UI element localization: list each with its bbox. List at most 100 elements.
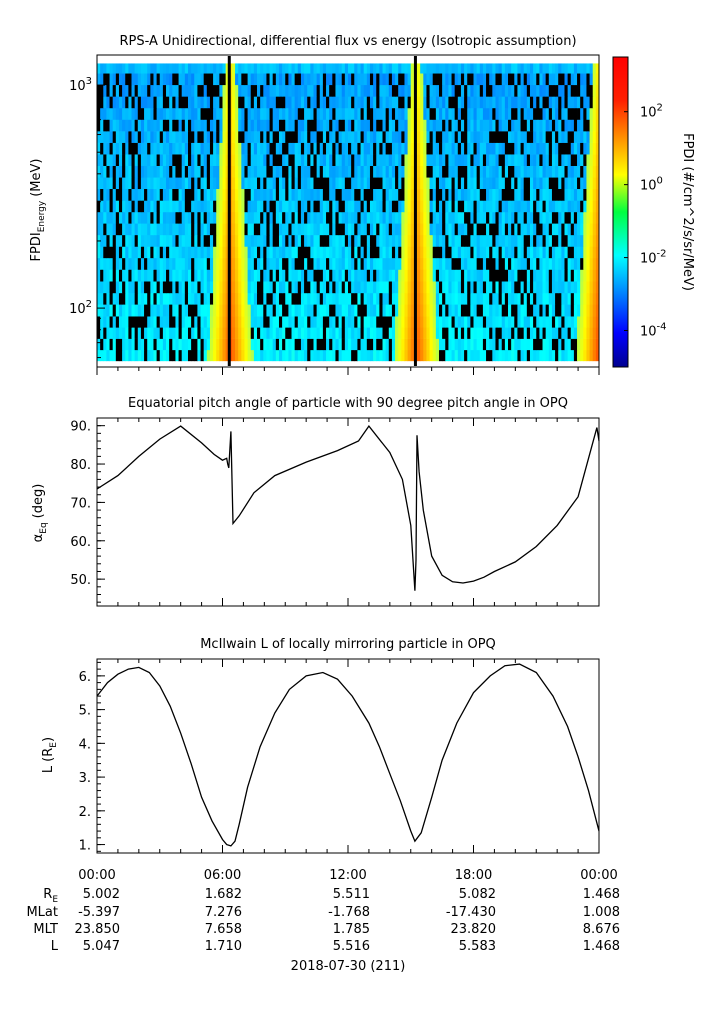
heatmap-cell — [555, 96, 559, 109]
heatmap-cell — [338, 257, 343, 270]
heatmap-cell — [209, 177, 214, 190]
heatmap-cell — [166, 200, 170, 213]
heatmap-cell — [551, 257, 556, 270]
heatmap-cell — [231, 349, 236, 362]
heatmap-cell — [348, 211, 352, 224]
heatmap-cell — [432, 223, 437, 236]
heatmap-cell — [473, 142, 478, 155]
heatmap-cell — [131, 257, 136, 270]
heatmap-cell — [319, 304, 324, 317]
y-tick-label: 80. — [70, 458, 91, 473]
heatmap-cell — [592, 107, 597, 120]
heatmap-cell — [291, 200, 296, 213]
heatmap-cell — [410, 63, 415, 74]
heatmap-cell — [395, 131, 399, 143]
heatmap-cell — [184, 269, 189, 282]
heatmap-cell — [144, 63, 148, 74]
heatmap-cell — [247, 223, 252, 236]
heatmap-cell — [140, 63, 145, 74]
heatmap-cell — [526, 246, 531, 259]
heatmap-cell — [316, 165, 321, 178]
heatmap-cell — [147, 316, 151, 328]
heatmap-cell — [213, 269, 217, 282]
heatmap-cell — [551, 316, 556, 328]
heatmap-cell — [379, 269, 383, 282]
heatmap-cell — [464, 349, 468, 362]
heatmap-cell — [222, 269, 227, 282]
heatmap-cell — [567, 188, 572, 201]
heatmap-cell — [332, 234, 336, 247]
heatmap-cell — [131, 304, 136, 317]
heatmap-cell — [288, 107, 292, 120]
heatmap-cell — [260, 142, 264, 155]
heatmap-cell — [388, 119, 393, 132]
heatmap-cell — [592, 349, 597, 362]
heatmap-cell — [144, 107, 148, 120]
heatmap-cell — [348, 142, 352, 155]
heatmap-cell — [379, 211, 383, 224]
heatmap-cell — [360, 107, 365, 120]
heatmap-cell — [106, 281, 110, 294]
heatmap-cell — [106, 96, 110, 109]
heatmap-cell — [417, 304, 421, 317]
heatmap-cell — [162, 281, 167, 294]
heatmap-cell — [285, 84, 289, 97]
heatmap-cell — [520, 96, 525, 109]
heatmap-cell — [200, 246, 205, 259]
heatmap-cell — [401, 349, 405, 362]
heatmap-cell — [407, 177, 412, 190]
heatmap-cell — [266, 188, 270, 201]
heatmap-cell — [558, 131, 562, 143]
heatmap-cell — [316, 84, 321, 97]
heatmap-cell — [266, 142, 270, 155]
heatmap-cell — [407, 119, 412, 132]
heatmap-cell — [442, 177, 446, 190]
y-tick-label: 60. — [70, 535, 91, 550]
heatmap-cell — [577, 246, 581, 259]
heatmap-cell — [495, 188, 499, 201]
heatmap-cell — [423, 338, 427, 351]
heatmap-cell — [360, 257, 365, 270]
heatmap-cell — [555, 63, 559, 74]
heatmap-cell — [533, 338, 537, 351]
heatmap-cell — [172, 304, 176, 317]
heatmap-cell — [432, 131, 437, 143]
heatmap-cell — [511, 304, 515, 317]
heatmap-cell — [523, 234, 528, 247]
heatmap-cell — [404, 316, 409, 328]
heatmap-cell — [247, 73, 252, 86]
heatmap-cell — [316, 73, 321, 86]
heatmap-cell — [501, 200, 506, 213]
heatmap-cell — [322, 223, 327, 236]
heatmap-cell — [495, 177, 499, 190]
heatmap-cell — [551, 349, 556, 362]
heatmap-cell — [542, 177, 547, 190]
heatmap-cell — [366, 292, 371, 305]
heatmap-cell — [529, 96, 534, 109]
heatmap-cell — [250, 142, 255, 155]
heatmap-cell — [103, 234, 107, 247]
heatmap-cell — [451, 269, 456, 282]
heatmap-cell — [144, 211, 148, 224]
heatmap-cell — [363, 96, 368, 109]
heatmap-cell — [134, 84, 139, 97]
heatmap-cell — [448, 292, 452, 305]
heatmap-cell — [225, 177, 230, 190]
heatmap-cell — [376, 223, 380, 236]
heatmap-cell — [238, 269, 242, 282]
heatmap-cell — [523, 177, 528, 190]
heatmap-cell — [100, 338, 104, 351]
heatmap-cell — [338, 246, 343, 259]
heatmap-cell — [128, 292, 132, 305]
heatmap-cell — [216, 154, 220, 166]
heatmap-cell — [526, 269, 531, 282]
heatmap-cell — [150, 165, 154, 178]
heatmap-cell — [542, 73, 547, 86]
heatmap-cell — [197, 84, 201, 97]
heatmap-cell — [438, 96, 443, 109]
heatmap-cell — [300, 188, 305, 201]
heatmap-cell — [592, 292, 597, 305]
heatmap-cell — [118, 281, 123, 294]
heatmap-cell — [460, 327, 465, 339]
heatmap-cell — [338, 73, 343, 86]
